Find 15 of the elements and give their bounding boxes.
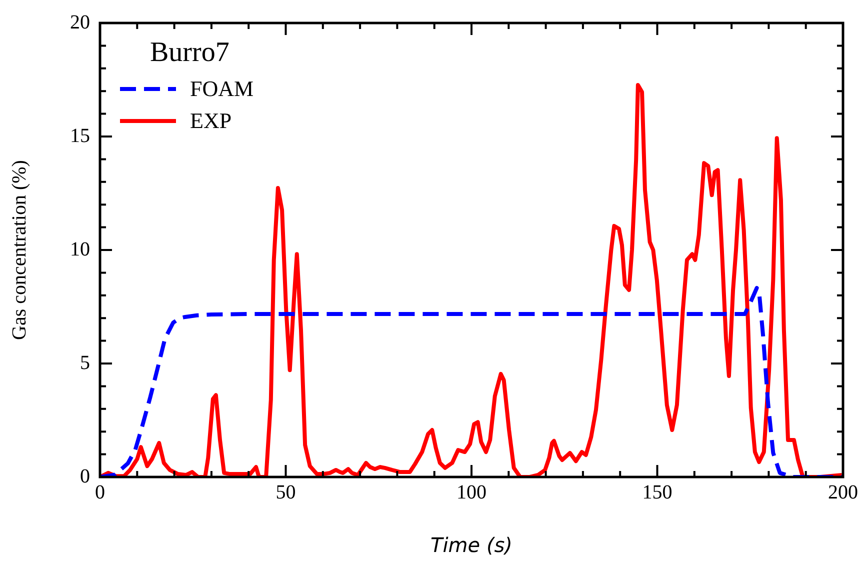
y-tick-label: 20	[70, 11, 90, 34]
y-tick-label: 5	[80, 352, 90, 374]
y-tick-label: 10	[70, 238, 90, 260]
x-tick-label: 0	[95, 481, 105, 504]
legend-label: FOAM	[190, 76, 254, 102]
x-tick-label: 50	[276, 481, 296, 504]
y-tick-label: 0	[80, 465, 90, 488]
legend-label: EXP	[190, 108, 232, 134]
x-tick-label: 200	[828, 481, 858, 504]
legend-title: Burro7	[150, 37, 230, 69]
y-tick-label: 15	[70, 124, 90, 147]
y-axis-title: Gas concentration (%)	[8, 160, 32, 340]
x-axis-title: Time (s)	[430, 533, 512, 558]
x-tick-label: 150	[642, 481, 672, 504]
x-tick-label: 100	[456, 481, 486, 504]
